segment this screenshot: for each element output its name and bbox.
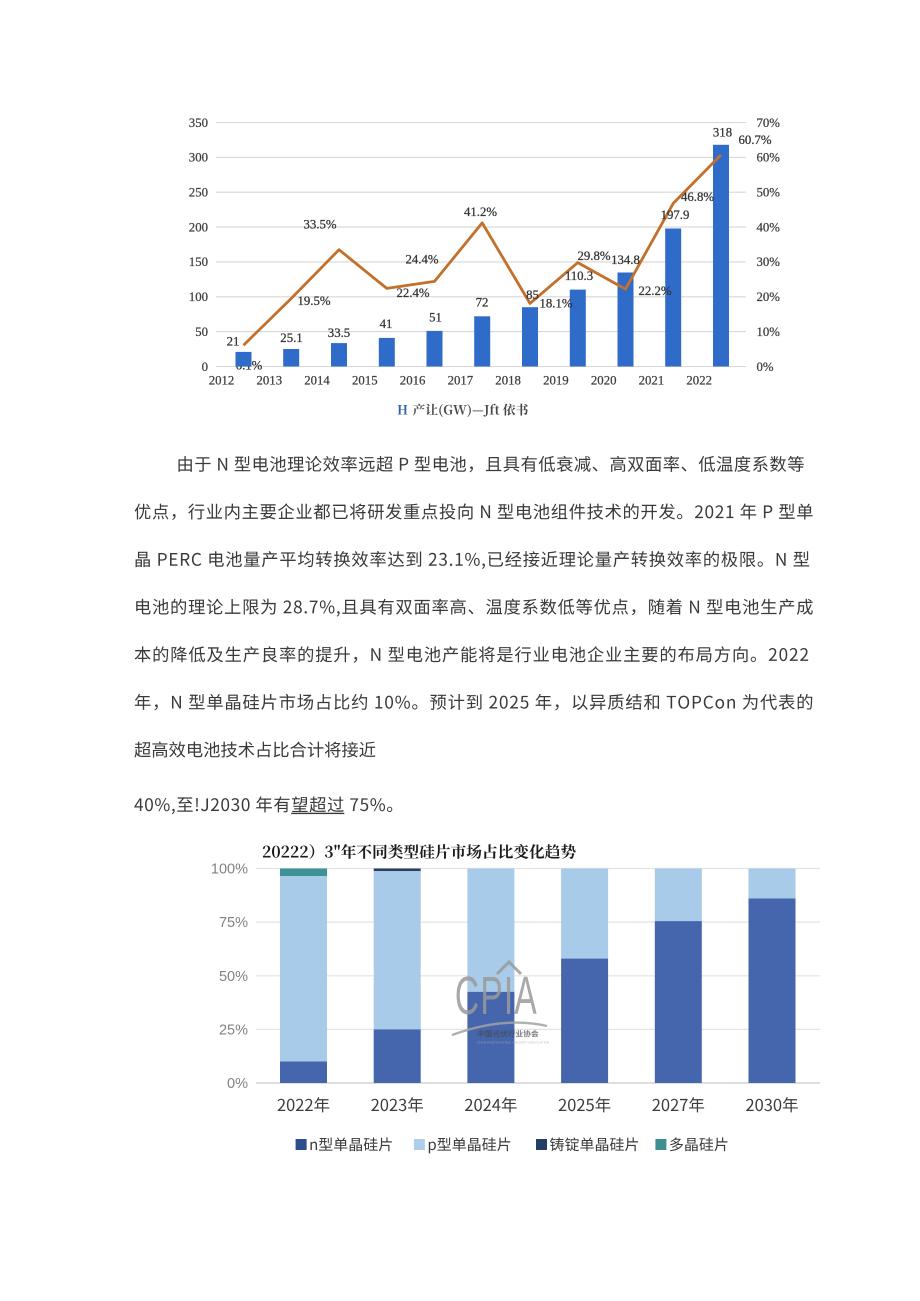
svg-text:2021: 2021	[639, 374, 665, 388]
svg-text:60%: 60%	[757, 151, 781, 165]
svg-text:85: 85	[526, 288, 539, 302]
svg-text:2015: 2015	[352, 374, 378, 388]
svg-text:41.2%: 41.2%	[464, 205, 497, 219]
svg-text:50: 50	[195, 325, 208, 339]
svg-text:24.4%: 24.4%	[405, 253, 438, 267]
svg-text:51: 51	[429, 311, 442, 325]
svg-text:46.8%: 46.8%	[681, 190, 714, 204]
svg-text:10%: 10%	[757, 325, 781, 339]
svg-text:50%: 50%	[757, 186, 781, 200]
svg-text:21: 21	[227, 335, 240, 349]
svg-text:2018: 2018	[495, 374, 521, 388]
svg-text:30%: 30%	[757, 255, 781, 269]
svg-text:197.9: 197.9	[661, 208, 690, 222]
svg-text:29.8%: 29.8%	[577, 249, 610, 263]
svg-text:75%: 75%	[219, 915, 248, 931]
svg-text:2013: 2013	[257, 374, 283, 388]
svg-text:72: 72	[476, 296, 489, 310]
svg-text:CHINA PHOTOVOLTAIC INDUSTRY AS: CHINA PHOTOVOLTAIC INDUSTRY ASSOCIATION	[477, 1041, 549, 1045]
svg-text:CPIA: CPIA	[455, 965, 538, 1026]
svg-text:0%: 0%	[757, 360, 774, 374]
svg-text:2017: 2017	[448, 374, 474, 388]
svg-text:2020: 2020	[591, 374, 617, 388]
svg-text:0: 0	[202, 360, 208, 374]
svg-text:150: 150	[189, 255, 208, 269]
svg-text:41: 41	[380, 317, 393, 331]
svg-text:22.4%: 22.4%	[396, 286, 429, 300]
svg-text:40%: 40%	[757, 220, 781, 234]
svg-text:22.2%: 22.2%	[638, 284, 671, 298]
svg-text:25%: 25%	[219, 1022, 248, 1038]
svg-text:110.3: 110.3	[565, 269, 593, 283]
svg-text:20%: 20%	[757, 290, 781, 304]
svg-text:0%: 0%	[227, 1076, 248, 1092]
svg-text:318: 318	[713, 126, 732, 140]
svg-text:100%: 100%	[211, 862, 248, 878]
svg-text:134.8: 134.8	[611, 253, 640, 267]
svg-text:18.1%: 18.1%	[539, 297, 572, 311]
svg-text:2012: 2012	[209, 374, 235, 388]
svg-text:350: 350	[189, 116, 208, 130]
svg-text:2022: 2022	[686, 374, 712, 388]
svg-text:19.5%: 19.5%	[297, 294, 330, 308]
svg-text:25.1: 25.1	[280, 331, 302, 345]
svg-text:250: 250	[189, 186, 208, 200]
svg-text:33.5: 33.5	[328, 326, 350, 340]
svg-text:70%: 70%	[757, 116, 781, 130]
svg-text:300: 300	[189, 151, 208, 165]
svg-text:50%: 50%	[219, 969, 248, 985]
svg-text:100: 100	[189, 290, 208, 304]
svg-text:2016: 2016	[400, 374, 426, 388]
svg-text:200: 200	[189, 220, 208, 234]
svg-text:33.5%: 33.5%	[303, 218, 336, 232]
svg-text:2019: 2019	[543, 374, 569, 388]
svg-text:2014: 2014	[304, 374, 330, 388]
svg-text:60.7%: 60.7%	[738, 133, 771, 147]
